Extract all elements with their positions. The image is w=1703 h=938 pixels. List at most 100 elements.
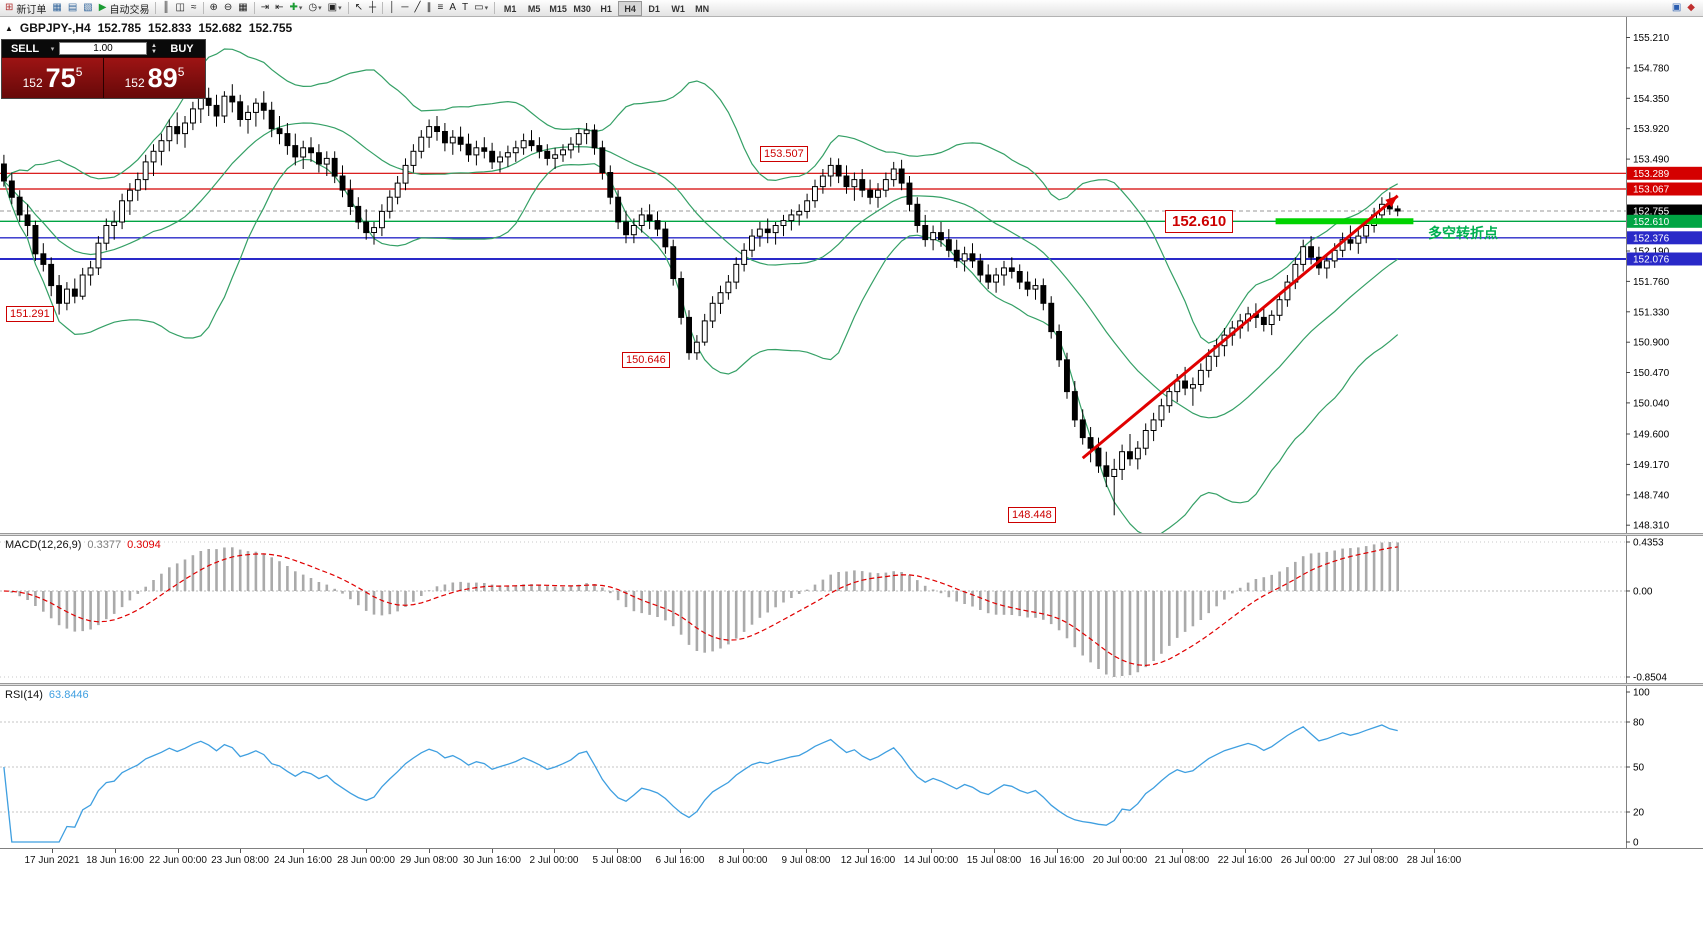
candlestick-chart-button[interactable]: ◫ (173, 1, 188, 16)
line-chart-button[interactable]: ≈ (188, 1, 200, 16)
clock-icon: ◷ (308, 2, 318, 13)
macd-scale-label: 0.00 (1633, 587, 1653, 598)
buy-button[interactable]: BUY (170, 42, 194, 55)
time-tick (680, 849, 681, 853)
price-label[interactable]: 150.646 (622, 352, 670, 368)
time-tick (1434, 849, 1435, 853)
shapes-button[interactable]: ▭ ▾ (471, 1, 491, 16)
depth-of-market-button[interactable]: ▣ (1669, 1, 1684, 16)
timeframe-m1-button[interactable]: M1 (503, 3, 517, 14)
price-axis[interactable]: 155.210 154.780 154.350 153.920 153.490 152.1… (1626, 17, 1702, 533)
one-click-toggle-icon[interactable]: ▲ (5, 23, 13, 33)
trend-arrow[interactable] (1081, 194, 1399, 460)
panel-separator[interactable] (0, 533, 1703, 536)
time-tick (1245, 849, 1246, 853)
chart-shift-button[interactable]: ⇤ (272, 1, 286, 16)
timeframe-w1-button[interactable]: W1 (671, 3, 685, 14)
timeframe-m15-button[interactable]: M15 (549, 3, 567, 14)
ohlc-close: 152.755 (248, 21, 293, 35)
periods-button-dropdown-icon[interactable]: ▾ (318, 5, 322, 12)
timeframe-mn-button[interactable]: MN (695, 3, 710, 14)
level-lines[interactable] (0, 172, 1626, 260)
price-chart[interactable]: 155.210 154.780 154.350 153.920 153.490 152.1… (0, 17, 1703, 533)
text-button[interactable]: A (446, 1, 459, 16)
price-label[interactable]: 153.507 (760, 146, 808, 162)
candles (1, 84, 1401, 516)
rsi-panel[interactable]: 100 80 50 20 0 RSI(14) 63.8446 (0, 686, 1703, 848)
cursor-button[interactable]: ↖ (352, 1, 366, 16)
time-tick (178, 849, 179, 853)
timeframe-d1-button[interactable]: D1 (648, 3, 660, 14)
autotrading-button[interactable]: ▶ 自动交易 (96, 1, 153, 16)
price-tick-label: 153.490 (1633, 155, 1670, 166)
panel-separator[interactable] (0, 683, 1703, 686)
price-tick-label: 150.900 (1633, 338, 1670, 349)
toolbar-separator (253, 2, 255, 14)
label-button[interactable]: T (459, 1, 471, 16)
one-click-header: SELL ▾ ▲▼ BUY (2, 40, 205, 57)
volume-dropdown-icon[interactable]: ▾ (50, 45, 55, 53)
price-label[interactable]: 151.291 (6, 306, 54, 322)
bar-chart-button[interactable]: ║ (159, 1, 172, 16)
time-axis-label: 18 Jun 16:00 (86, 855, 144, 866)
tile-windows-button[interactable]: ▦ (235, 1, 250, 16)
toolbar-separator (347, 2, 349, 14)
data-window-button[interactable]: ▤ (65, 1, 80, 16)
indicators-button-dropdown-icon[interactable]: ▾ (298, 5, 303, 12)
channel-button[interactable]: ∥ (424, 1, 435, 16)
time-axis-label: 2 Jul 00:00 (529, 855, 579, 866)
navigator-button[interactable]: ▧ (80, 1, 95, 16)
macd-label: MACD(12,26,9) 0.3377 0.3094 (5, 539, 167, 551)
templates-button[interactable]: ▣ ▾ (325, 1, 345, 16)
time-axis-label: 30 Jun 16:00 (463, 855, 521, 866)
autotrading-icon: ▶ (98, 2, 107, 13)
tile-windows-icon: ▦ (238, 2, 248, 13)
timeframe-h1-button[interactable]: H1 (600, 3, 612, 14)
one-click-prices: 152 75 5 152 89 5 (2, 57, 205, 98)
timeframe-m5-button[interactable]: M5 (527, 3, 541, 14)
data-window-icon: ▤ (67, 2, 78, 13)
price-label[interactable]: 148.448 (1008, 507, 1056, 523)
volume-stepper[interactable]: ▲ ▼ (149, 43, 159, 55)
price-label[interactable]: 152.610 (1165, 210, 1234, 233)
volume-input[interactable] (59, 42, 147, 55)
price-tick-label: 152.190 (1633, 247, 1670, 258)
templates-button-dropdown-icon[interactable]: ▾ (338, 5, 342, 12)
time-tick (806, 849, 807, 853)
stepper-down-icon[interactable]: ▼ (151, 48, 157, 55)
vertical-line-button[interactable]: │ (386, 1, 398, 16)
shapes-button-dropdown-icon[interactable]: ▾ (484, 5, 489, 12)
main-chart-panel[interactable]: 155.210 154.780 154.350 153.920 153.490 152.1… (0, 17, 1703, 533)
annotation-text[interactable]: 多空转折点 (1428, 225, 1498, 241)
new-order-button[interactable]: ⊞ 新订单 (2, 1, 49, 16)
price-tick-label: 151.330 (1633, 307, 1670, 318)
buy-price-button[interactable]: 152 89 5 (104, 58, 205, 98)
macd-panel[interactable]: 0.4353 0.00 -0.8504 MACD(12,26,9) 0.3377 0.3… (0, 536, 1703, 683)
market-watch-button[interactable]: ▦ (49, 1, 64, 16)
zoom-in-button[interactable]: ⊕ (207, 1, 221, 16)
time-axis-label: 28 Jun 00:00 (337, 855, 395, 866)
horizontal-line-button[interactable]: ─ (398, 1, 411, 16)
trendline-button[interactable]: ╱ (411, 1, 423, 16)
zoom-out-button[interactable]: ⊖ (221, 1, 235, 16)
price-tick-label: 148.740 (1633, 490, 1670, 501)
timeframe-h4-button[interactable]: H4 (618, 0, 643, 16)
time-axis-label: 6 Jul 16:00 (655, 855, 705, 866)
ohlc-low: 152.682 (198, 21, 242, 35)
text-icon: A (449, 2, 457, 13)
macd-chart[interactable]: 0.4353 0.00 -0.8504 (0, 536, 1703, 683)
stepper-up-icon[interactable]: ▲ (151, 42, 157, 49)
price-badge (1627, 182, 1702, 196)
sell-price-button[interactable]: 152 75 5 (2, 58, 104, 98)
sell-button[interactable]: SELL (10, 42, 40, 55)
indicators-button[interactable]: ✚ ▾ (287, 1, 306, 16)
fibonacci-button[interactable]: ≡ (435, 1, 447, 16)
time-tick (617, 849, 618, 853)
rsi-chart[interactable]: 100 80 50 20 0 (0, 686, 1703, 848)
auto-scroll-button[interactable]: ⇥ (258, 1, 272, 16)
periods-button[interactable]: ◷ ▾ (305, 1, 324, 16)
time-axis[interactable]: 17 Jun 2021 18 Jun 16:00 22 Jun 00:00 23 Ju… (0, 848, 1703, 872)
alerts-button[interactable]: ◆ (1684, 1, 1698, 16)
crosshair-button[interactable]: ┼ (366, 1, 379, 16)
timeframe-m30-button[interactable]: M30 (573, 3, 591, 14)
